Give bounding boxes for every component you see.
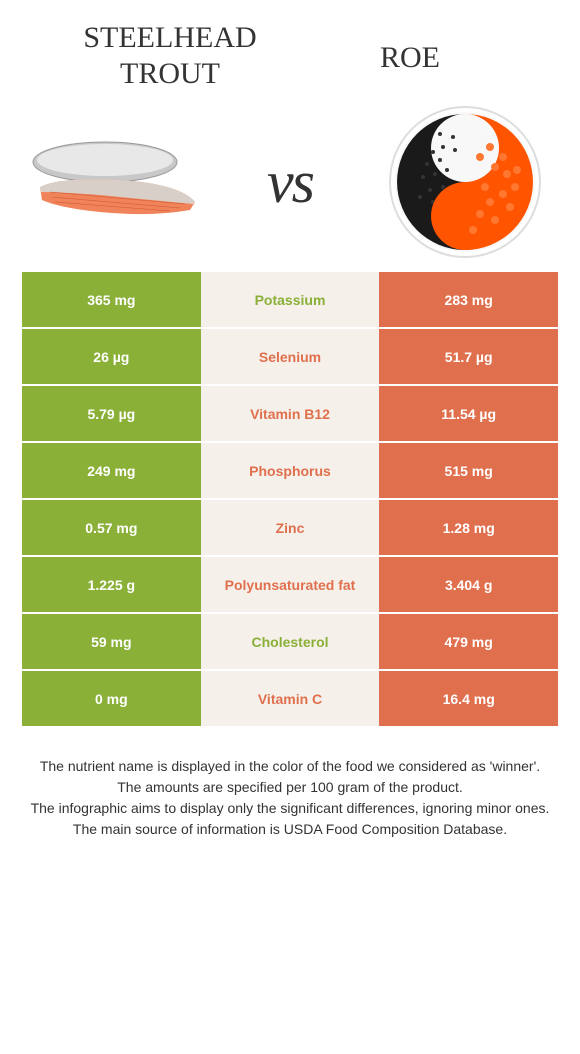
nutrient-name-cell: Zinc [201,500,380,555]
nutrient-name-cell: Vitamin C [201,671,380,726]
left-value-cell: 5.79 µg [22,386,201,441]
table-row: 249 mgPhosphorus515 mg [22,443,558,498]
nutrient-name-cell: Vitamin B12 [201,386,380,441]
right-value-cell: 16.4 mg [379,671,558,726]
left-title-line2: trout [50,56,290,92]
trout-image [25,112,205,252]
left-value-cell: 26 µg [22,329,201,384]
left-value-cell: 59 mg [22,614,201,669]
left-value-cell: 249 mg [22,443,201,498]
left-value-cell: 1.225 g [22,557,201,612]
right-title-container: Roe [290,40,530,76]
right-value-cell: 3.404 g [379,557,558,612]
nutrient-name-cell: Selenium [201,329,380,384]
roe-icon [385,102,545,262]
vs-label: vs [267,148,313,217]
disclaimer-line4: The main source of information is USDA F… [28,819,552,840]
right-value-cell: 11.54 µg [379,386,558,441]
table-row: 365 mgPotassium283 mg [22,272,558,327]
trout-icon [30,132,200,232]
images-row: vs [0,102,580,272]
nutrient-name-cell: Potassium [201,272,380,327]
right-value-cell: 515 mg [379,443,558,498]
right-value-cell: 283 mg [379,272,558,327]
left-value-cell: 0 mg [22,671,201,726]
nutrient-name-cell: Cholesterol [201,614,380,669]
table-row: 26 µgSelenium51.7 µg [22,329,558,384]
table-row: 5.79 µgVitamin B1211.54 µg [22,386,558,441]
left-value-cell: 0.57 mg [22,500,201,555]
right-value-cell: 1.28 mg [379,500,558,555]
left-title-line1: Steelhead [50,20,290,56]
disclaimer: The nutrient name is displayed in the co… [28,756,552,840]
disclaimer-line3: The infographic aims to display only the… [28,798,552,819]
left-title-container: Steelhead trout [50,20,290,92]
header: Steelhead trout Roe [0,0,580,102]
left-value-cell: 365 mg [22,272,201,327]
table-row: 1.225 gPolyunsaturated fat3.404 g [22,557,558,612]
right-value-cell: 51.7 µg [379,329,558,384]
table-row: 59 mgCholesterol479 mg [22,614,558,669]
table-row: 0 mgVitamin C16.4 mg [22,671,558,726]
right-title: Roe [290,40,530,76]
right-value-cell: 479 mg [379,614,558,669]
nutrient-name-cell: Polyunsaturated fat [201,557,380,612]
table-row: 0.57 mgZinc1.28 mg [22,500,558,555]
disclaimer-line2: The amounts are specified per 100 gram o… [28,777,552,798]
disclaimer-line1: The nutrient name is displayed in the co… [28,756,552,777]
nutrient-name-cell: Phosphorus [201,443,380,498]
roe-image [375,112,555,252]
comparison-table: 365 mgPotassium283 mg26 µgSelenium51.7 µ… [22,272,558,726]
